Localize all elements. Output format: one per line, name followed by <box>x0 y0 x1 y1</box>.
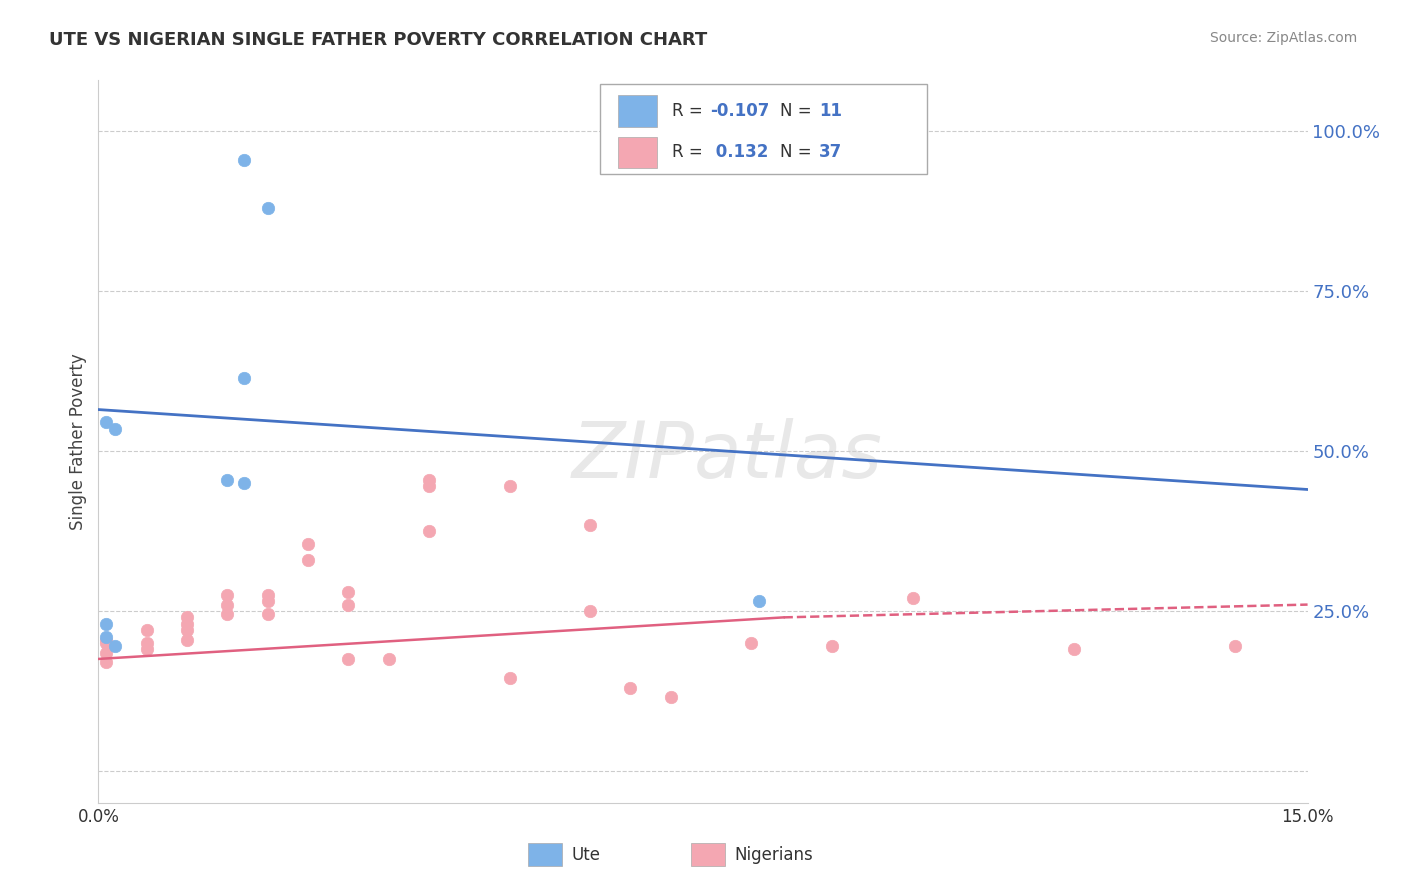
Point <box>217 588 239 602</box>
Point <box>96 636 118 650</box>
Point <box>176 632 198 647</box>
Point <box>1063 642 1085 657</box>
Point <box>96 646 118 660</box>
Text: -0.107: -0.107 <box>710 102 769 120</box>
Point <box>96 616 118 631</box>
Text: Nigerians: Nigerians <box>734 846 813 863</box>
Point <box>659 690 682 705</box>
Point <box>619 681 641 695</box>
Point <box>232 476 254 491</box>
Point <box>176 623 198 637</box>
Point <box>579 517 602 532</box>
Text: N =: N = <box>780 102 817 120</box>
FancyBboxPatch shape <box>527 843 561 866</box>
Point <box>217 607 239 622</box>
Text: R =: R = <box>672 144 707 161</box>
Text: UTE VS NIGERIAN SINGLE FATHER POVERTY CORRELATION CHART: UTE VS NIGERIAN SINGLE FATHER POVERTY CO… <box>49 31 707 49</box>
Text: N =: N = <box>780 144 817 161</box>
Text: 37: 37 <box>820 144 842 161</box>
Point <box>498 479 520 493</box>
FancyBboxPatch shape <box>600 84 927 174</box>
Point <box>579 604 602 618</box>
Point <box>337 598 360 612</box>
Point <box>418 473 440 487</box>
Point <box>96 655 118 669</box>
Text: Source: ZipAtlas.com: Source: ZipAtlas.com <box>1209 31 1357 45</box>
Point <box>256 588 278 602</box>
Point <box>96 415 118 429</box>
Point <box>217 598 239 612</box>
Point <box>256 594 278 608</box>
Point <box>232 370 254 384</box>
Text: Ute: Ute <box>571 846 600 863</box>
Point <box>96 632 118 647</box>
Point <box>96 630 118 644</box>
Point <box>1223 639 1246 653</box>
FancyBboxPatch shape <box>619 136 657 168</box>
Point <box>256 607 278 622</box>
Y-axis label: Single Father Poverty: Single Father Poverty <box>69 353 87 530</box>
Point <box>418 524 440 538</box>
FancyBboxPatch shape <box>619 95 657 127</box>
Point <box>103 639 125 653</box>
Point <box>135 623 157 637</box>
Point <box>337 652 360 666</box>
Point <box>176 610 198 624</box>
Point <box>337 584 360 599</box>
Point <box>748 594 770 608</box>
Point <box>498 671 520 685</box>
Point <box>377 652 399 666</box>
Point <box>297 537 319 551</box>
Point <box>418 479 440 493</box>
FancyBboxPatch shape <box>690 843 724 866</box>
Point <box>256 201 278 215</box>
Point <box>135 642 157 657</box>
Point <box>740 636 762 650</box>
Point <box>821 639 844 653</box>
Point <box>176 616 198 631</box>
Text: 0.132: 0.132 <box>710 144 769 161</box>
Point <box>217 473 239 487</box>
Point <box>297 553 319 567</box>
Point <box>901 591 924 606</box>
Point <box>232 153 254 168</box>
Text: R =: R = <box>672 102 707 120</box>
Point <box>135 636 157 650</box>
Text: 11: 11 <box>820 102 842 120</box>
Text: ZIPatlas: ZIPatlas <box>572 418 883 494</box>
Point <box>103 422 125 436</box>
